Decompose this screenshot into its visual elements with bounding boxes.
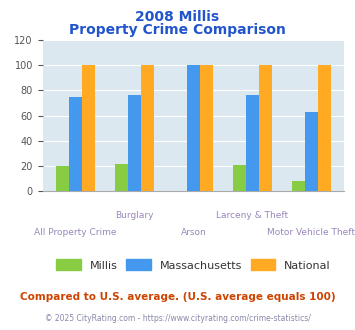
Text: Property Crime Comparison: Property Crime Comparison <box>69 23 286 37</box>
Bar <box>246 95 259 191</box>
Text: Motor Vehicle Theft: Motor Vehicle Theft <box>267 227 355 237</box>
Text: Arson: Arson <box>181 227 206 237</box>
Text: © 2025 CityRating.com - https://www.cityrating.com/crime-statistics/: © 2025 CityRating.com - https://www.city… <box>45 314 310 323</box>
Text: Compared to U.S. average. (U.S. average equals 100): Compared to U.S. average. (U.S. average … <box>20 292 335 302</box>
Text: 2008 Millis: 2008 Millis <box>136 10 219 24</box>
Bar <box>318 65 331 191</box>
Bar <box>292 181 305 191</box>
Bar <box>305 112 318 191</box>
Bar <box>115 164 128 191</box>
Text: Larceny & Theft: Larceny & Theft <box>216 211 288 220</box>
Text: Burglary: Burglary <box>115 211 154 220</box>
Bar <box>141 65 154 191</box>
Bar <box>200 65 213 191</box>
Legend: Millis, Massachusetts, National: Millis, Massachusetts, National <box>52 255 335 275</box>
Bar <box>259 65 272 191</box>
Bar <box>187 65 200 191</box>
Bar <box>69 97 82 191</box>
Bar <box>128 95 141 191</box>
Text: All Property Crime: All Property Crime <box>34 227 117 237</box>
Bar <box>56 166 69 191</box>
Bar <box>82 65 95 191</box>
Bar <box>233 165 246 191</box>
